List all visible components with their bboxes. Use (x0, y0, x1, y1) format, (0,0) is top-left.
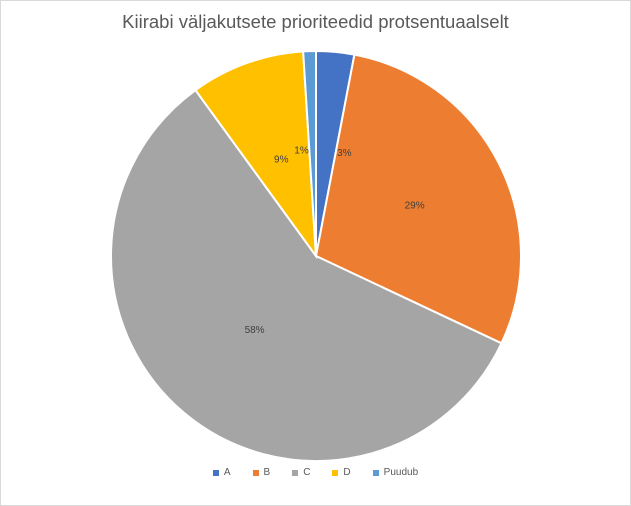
pie-slices (110, 49, 522, 462)
legend-item-c: C (292, 467, 310, 478)
legend-item-b: B (252, 467, 271, 478)
legend-swatch (292, 469, 299, 476)
legend-label: Puudub (383, 467, 419, 478)
legend-swatch (252, 469, 259, 476)
data-label-d: 9% (274, 155, 289, 166)
legend-label: B (263, 467, 271, 478)
data-label-a: 3% (337, 148, 352, 159)
legend-item-d: D (332, 467, 351, 478)
pie-slice-c (110, 88, 503, 462)
pie-slice-b (314, 53, 522, 345)
pie-slice-d (194, 50, 318, 260)
legend-swatch (332, 469, 339, 476)
pie-slice-puudub (302, 49, 317, 257)
legend-label: A (223, 467, 231, 478)
legend-swatch (212, 469, 219, 476)
data-label-c: 58% (245, 325, 265, 336)
legend: A B C D Puudub (1, 467, 630, 478)
legend-swatch (372, 469, 379, 476)
data-label-puudub: 1% (294, 145, 309, 156)
legend-label: D (343, 467, 351, 478)
pie-labels: 3% 29% 58% 9% 1% (245, 145, 425, 336)
legend-item-puudub: Puudub (372, 467, 419, 478)
data-label-b: 29% (405, 201, 425, 212)
chart-title: Kiirabi väljakutsete prioriteedid protse… (122, 11, 509, 32)
legend-item-a: A (212, 467, 231, 478)
legend-label: C (303, 467, 311, 478)
